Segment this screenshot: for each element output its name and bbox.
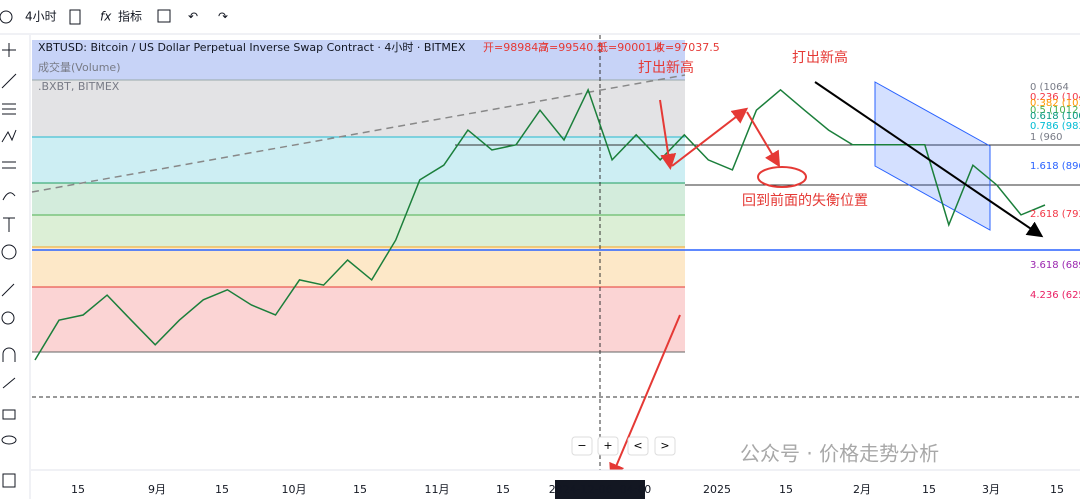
x-tick-label: 15: [496, 483, 510, 496]
scroll-right-icon: >: [660, 439, 669, 452]
zoom-out[interactable]: [571, 436, 593, 456]
zoom-in[interactable]: [597, 436, 619, 456]
x-tick-label: 11月: [425, 483, 450, 496]
x-tick-label: 2月: [853, 483, 871, 496]
x-tick-label: 15: [71, 483, 85, 496]
x-tick-label: 15: [1050, 483, 1064, 496]
trend-line: [31, 74, 686, 193]
fib-label: 1.618 (896: [1030, 161, 1080, 172]
add-symbol[interactable]: [0, 10, 13, 24]
annotation: 打出新高: [792, 49, 848, 66]
fib-label: 0.382 (1035: [1030, 98, 1080, 109]
x-tick-label: 10月: [282, 483, 307, 496]
fib-label: 4.236 (625: [1030, 290, 1080, 301]
interval[interactable]: 4小时: [25, 10, 57, 24]
price-line: [34, 87, 1046, 361]
crosshair-label: 2024-12-06 04:00: [549, 483, 652, 496]
watermark: 公众号 · 价格走势分析: [740, 442, 939, 466]
channel: [874, 81, 991, 231]
left-toolbar: [0, 35, 30, 499]
templates[interactable]: [157, 9, 171, 23]
x-axis-labels: 15 9月 15 10月 15 11月 15 2024-12-06 04:00 2025 15 2月…: [71, 480, 1064, 499]
indicators[interactable]: 指标: [118, 9, 142, 24]
x-tick-label: 9月: [148, 483, 166, 496]
undo[interactable]: ↶: [188, 10, 198, 24]
scroll-right[interactable]: [654, 436, 676, 456]
fib-label: 0.5 (1012: [1030, 105, 1078, 116]
zoom-buttons: − + < >: [571, 436, 676, 456]
crosshair-label-bg: [555, 480, 645, 499]
x-tick-label: 15: [353, 483, 367, 496]
price-plot: [34, 87, 1046, 361]
annotation: 打出新高: [638, 59, 694, 76]
x-tick-label: 3月: [982, 483, 1000, 496]
fib-label: 0.786 (983: [1030, 121, 1080, 132]
fib-label: 3.618 (689: [1030, 260, 1080, 271]
zoom-in-icon: +: [603, 439, 612, 452]
fib-label: 0.618 (1000: [1030, 111, 1080, 122]
scroll-left[interactable]: [627, 436, 649, 456]
red-arrows: [609, 99, 807, 480]
chart-type[interactable]: [69, 9, 81, 25]
black-arrow: [814, 81, 1044, 238]
fib-label: 2.618 (793: [1030, 209, 1080, 220]
fib-label: 0 (1064: [1030, 82, 1069, 93]
legend-volume: 成交量(Volume): [38, 60, 121, 74]
legend-index: .BXBT, BITMEX: [38, 80, 120, 93]
annotation: 回到前面的失衡位置: [742, 192, 868, 209]
x-tick-label: 15: [779, 483, 793, 496]
legend-low: 低=90001.4: [597, 41, 663, 54]
fib-label: 0.236 (1046: [1030, 92, 1080, 103]
legend-open: 开=98984.7: [483, 41, 549, 54]
scroll-left-icon: <: [633, 439, 642, 452]
x-tick-label: 15: [922, 483, 936, 496]
x-tick-label: 15: [215, 483, 229, 496]
zoom-out-icon: −: [577, 439, 586, 452]
legend-high: 高=99540.3: [538, 40, 604, 54]
fib-label: 1 (960: [1030, 132, 1063, 143]
tool-icons[interactable]: [1, 43, 17, 488]
x-tick-label: 2025: [703, 483, 731, 496]
fib-zones: [32, 40, 685, 353]
legend-close: 收=97037.5: [654, 40, 720, 54]
legend-symbol: XBTUSD: Bitcoin / US Dollar Perpetual In…: [38, 41, 466, 54]
fx-icon[interactable]: fx: [100, 10, 112, 24]
redo[interactable]: ↷: [218, 10, 228, 24]
top-toolbar: [0, 0, 1080, 34]
